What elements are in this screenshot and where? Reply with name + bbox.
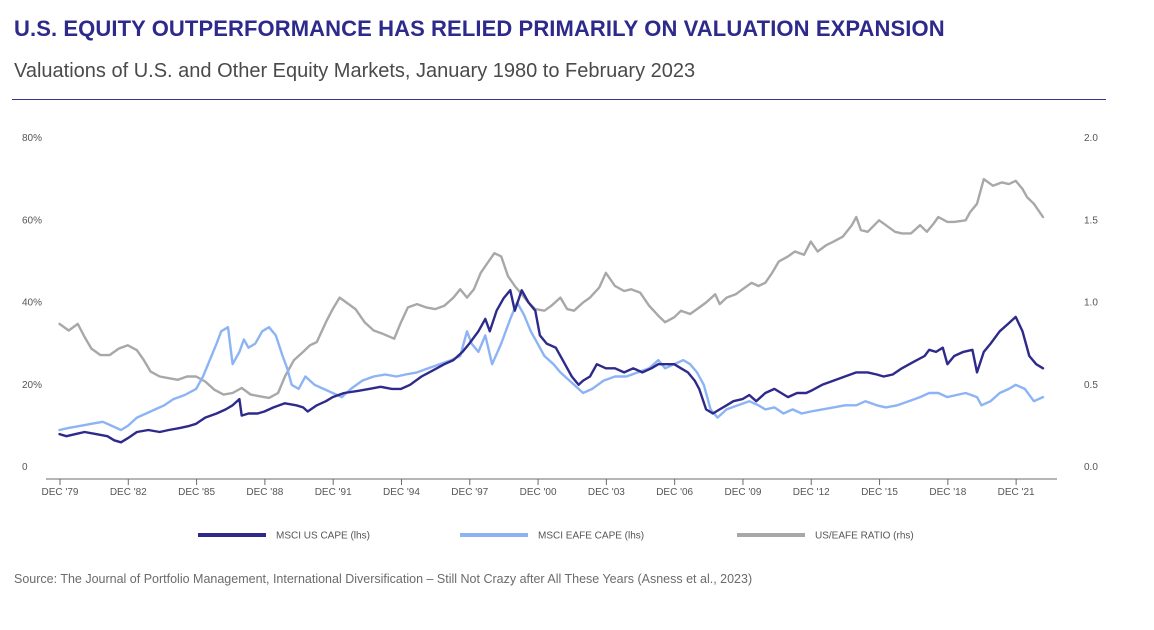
legend: MSCI US CAPE (lhs) MSCI EAFE CAPE (lhs) US… <box>198 531 914 542</box>
x-tick-label: DEC '15 <box>861 487 898 498</box>
x-tick-label: DEC '18 <box>929 487 966 498</box>
legend-item-msci-eafe-cape-label: MSCI EAFE CAPE (lhs) <box>538 531 644 542</box>
x-tick-label: DEC '94 <box>383 487 420 498</box>
line-chart: 020%40%60%80% 0.00.51.01.52.0 DEC '79 DEC… <box>22 133 1098 542</box>
left-axis: 0 20% 40% 60% 80% <box>22 133 42 473</box>
legend-item-msci-us-cape-label: MSCI US CAPE (lhs) <box>276 531 370 542</box>
chart-subtitle: Valuations of U.S. and Other Equity Mark… <box>14 60 696 82</box>
x-tick-label: DEC '00 <box>520 487 557 498</box>
y-right-tick-label: 0.5 <box>1084 380 1098 391</box>
series-line-msci-eafe-cape <box>58 301 1045 432</box>
source-note: Source: The Journal of Portfolio Managem… <box>14 572 753 586</box>
y-left-tick-label: 0 <box>22 462 28 473</box>
series-line-us-eafe-ratio <box>58 177 1045 400</box>
y-left-tick-label: 80% <box>22 133 42 144</box>
y-left-tick-label: 60% <box>22 215 42 226</box>
y-left-tick-label: 40% <box>22 298 42 309</box>
y-right-tick-label: 2.0 <box>1084 133 1098 144</box>
title-divider <box>12 99 1106 100</box>
x-tick-label: DEC '88 <box>246 487 283 498</box>
legend-item-us-eafe-ratio-label: US/EAFE RATIO (rhs) <box>815 531 914 542</box>
y-right-tick-label: 1.5 <box>1084 215 1098 226</box>
chart-title: U.S. EQUITY OUTPERFORMANCE HAS RELIED PR… <box>14 16 945 41</box>
series-layer <box>58 177 1045 444</box>
y-left-tick-label: 20% <box>22 380 42 391</box>
y-right-tick-label: 1.0 <box>1084 298 1098 309</box>
x-tick-label: DEC '09 <box>724 487 761 498</box>
x-tick-label: DEC '97 <box>451 487 488 498</box>
x-tick-label: DEC '21 <box>998 487 1035 498</box>
series-line-msci-us-cape <box>58 289 1045 444</box>
x-tick-label: DEC '85 <box>178 487 215 498</box>
x-tick-label: DEC '12 <box>793 487 830 498</box>
x-tick-label: DEC '06 <box>656 487 693 498</box>
y-right-tick-label: 0.0 <box>1084 462 1098 473</box>
x-tick-label: DEC '03 <box>588 487 625 498</box>
x-tick-label: DEC '79 <box>42 487 79 498</box>
x-axis: DEC '79 DEC '82 DEC '85 DEC '88 DEC '91 DEC '… <box>42 478 1057 498</box>
x-tick-label: DEC '91 <box>315 487 352 498</box>
right-axis: 0.0 0.5 1.0 1.5 2.0 <box>1084 133 1098 473</box>
x-tick-label: DEC '82 <box>110 487 147 498</box>
